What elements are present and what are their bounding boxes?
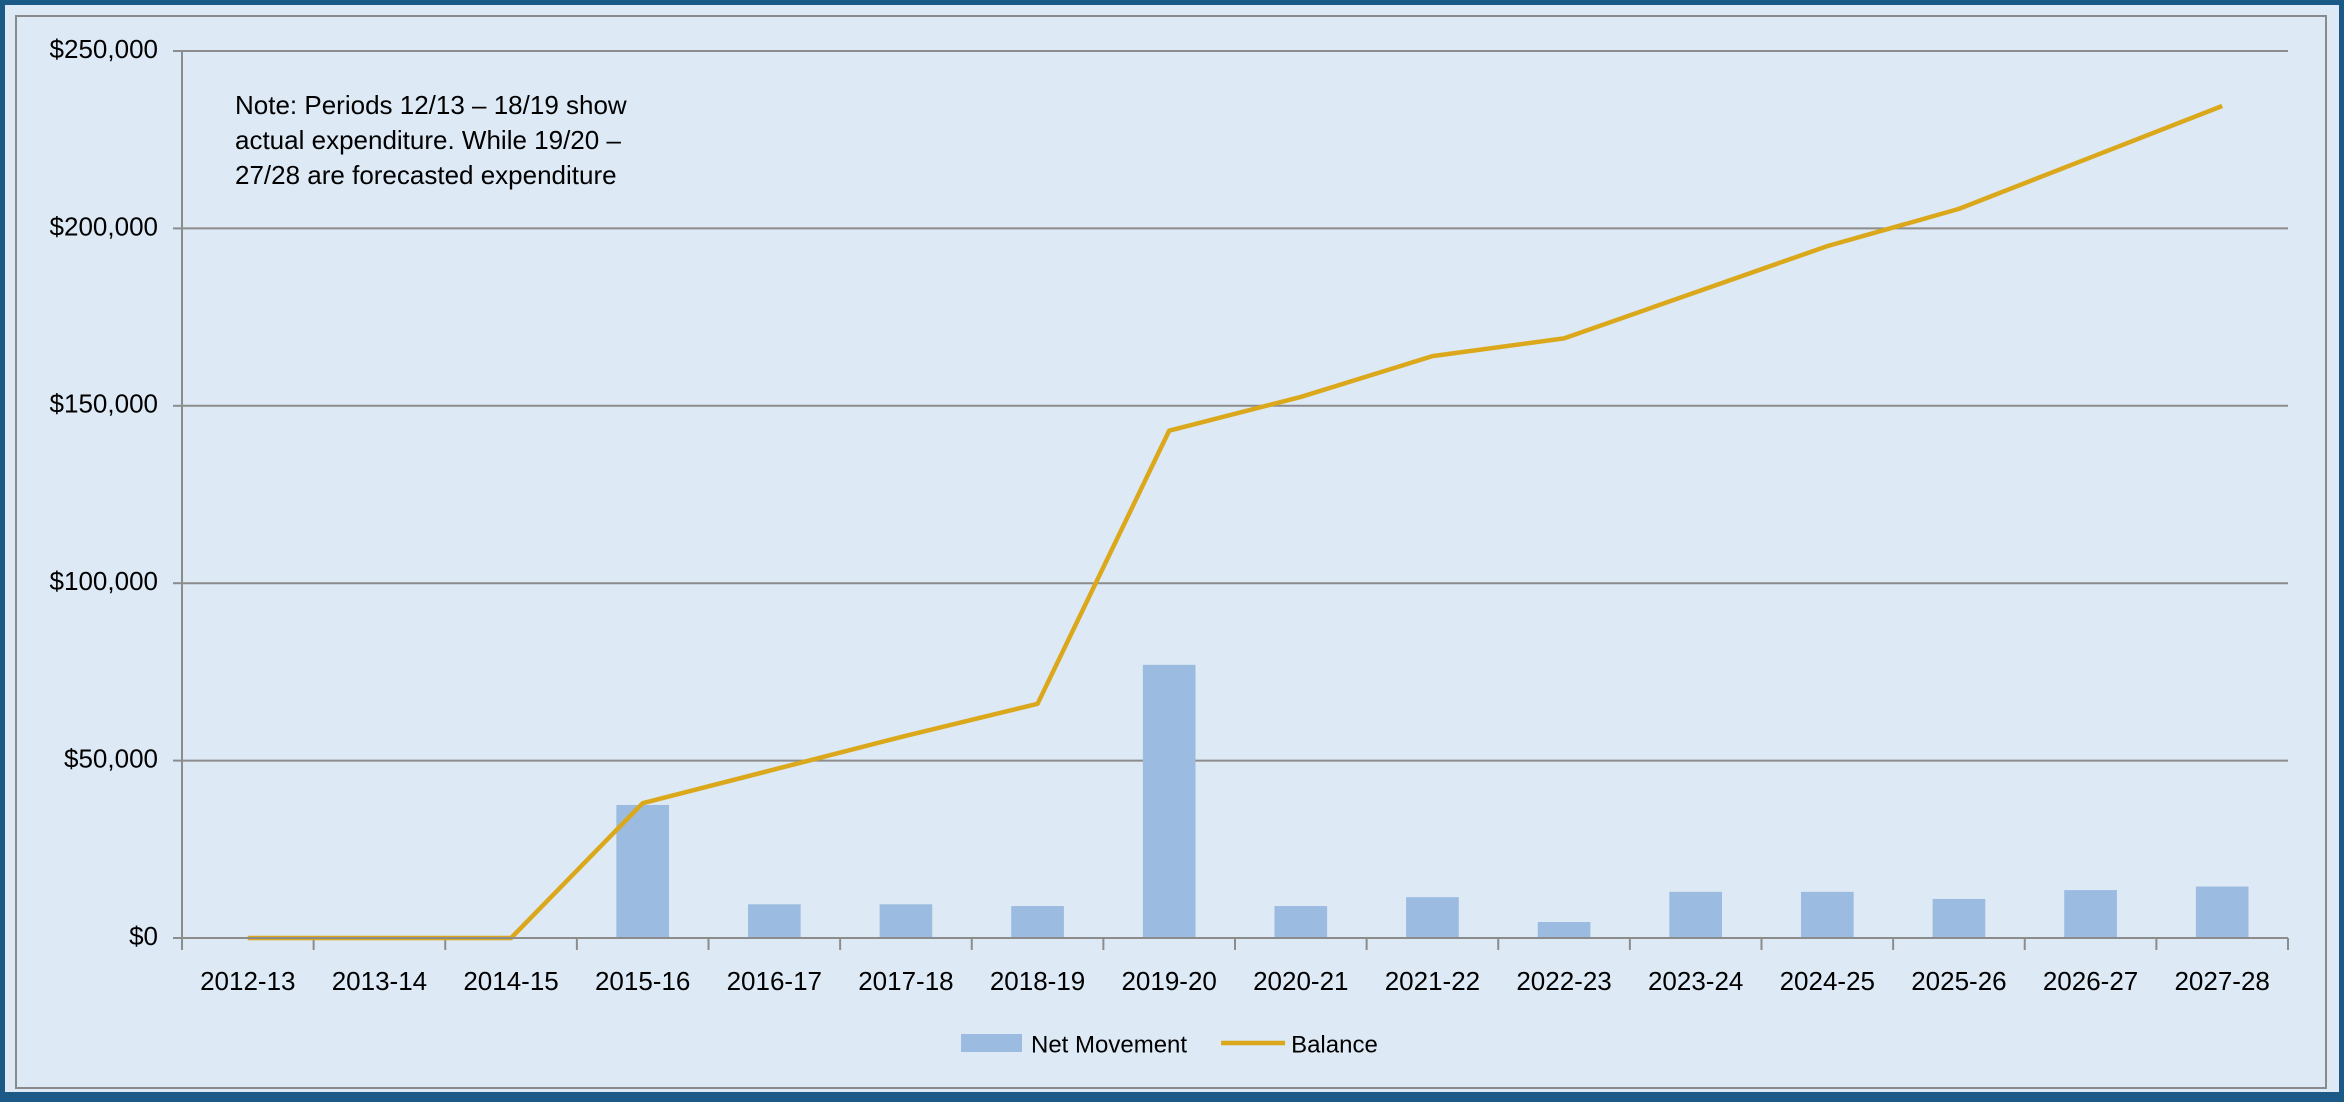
x-tick-label: 2020-21 [1253,966,1348,996]
x-tick-label: 2018-19 [990,966,1085,996]
x-tick-label: 2014-15 [463,966,558,996]
bar [1142,664,1196,938]
x-tick-label: 2017-18 [858,966,953,996]
x-tick-label: 2012-13 [200,966,295,996]
bar [1274,906,1328,938]
legend-label: Balance [1291,1031,1378,1058]
plot-frame [15,15,2327,1089]
x-tick-label: 2019-20 [1121,966,1216,996]
bar [1800,891,1854,938]
x-tick-label: 2025-26 [1911,966,2006,996]
y-tick-label: $150,000 [50,389,158,419]
legend-label: Net Movement [1031,1031,1187,1058]
x-tick-label: 2026-27 [2043,966,2138,996]
bar [2064,890,2117,938]
legend-swatch [961,1034,1022,1052]
x-tick-label: 2022-23 [1516,966,1611,996]
y-tick-label: $0 [129,921,158,951]
bar [1406,897,1459,938]
x-tick-label: 2027-28 [2174,966,2269,996]
x-tick-label: 2021-22 [1385,966,1480,996]
bar [1932,898,1986,938]
bar [879,904,933,938]
y-tick-label: $200,000 [50,211,158,241]
x-tick-label: 2015-16 [595,966,690,996]
bar [2195,886,2249,938]
bar [1011,906,1064,938]
x-tick-label: 2024-25 [1780,966,1875,996]
y-tick-label: $50,000 [64,743,158,773]
y-tick-label: $250,000 [50,34,158,64]
bar [747,904,801,938]
y-tick-label: $100,000 [50,566,158,596]
x-tick-label: 2016-17 [727,966,822,996]
x-tick-label: 2023-24 [1648,966,1743,996]
bar [1537,922,1591,938]
annotation: actual expenditure. While 19/20 – [235,125,621,155]
x-tick-label: 2013-14 [332,966,427,996]
bar [616,804,670,938]
annotation: 27/28 are forecasted expenditure [235,160,617,190]
bar [1669,891,1723,938]
line [247,103,2224,941]
annotation: Note: Periods 12/13 – 18/19 show [235,90,627,120]
